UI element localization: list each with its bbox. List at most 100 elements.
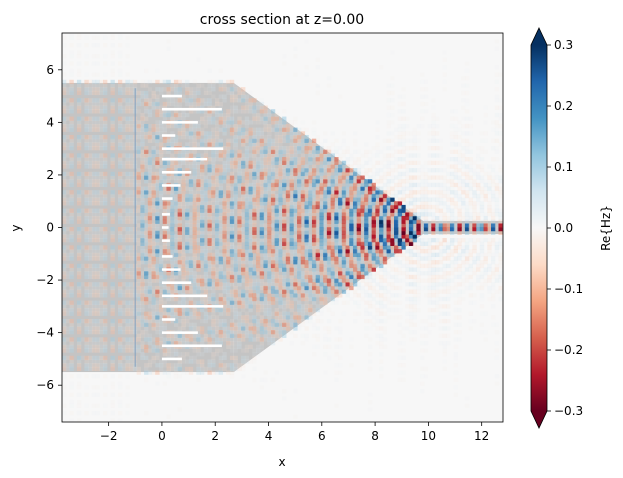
field-cell — [360, 204, 365, 210]
field-cell — [252, 164, 257, 169]
field-cell — [241, 333, 246, 338]
field-cell — [382, 138, 388, 143]
field-cell — [155, 131, 160, 136]
field-cell — [222, 98, 227, 103]
field-cell — [218, 142, 224, 147]
field-cell — [207, 282, 212, 287]
field-cell — [311, 142, 317, 147]
field-cell — [117, 50, 123, 55]
field-cell — [248, 168, 253, 173]
field-cell — [248, 90, 253, 96]
field-cell — [304, 274, 309, 280]
field-cell — [214, 109, 220, 114]
field-cell — [297, 304, 302, 309]
field-cell — [188, 142, 194, 147]
field-cell — [278, 260, 283, 265]
field-cell — [267, 112, 272, 118]
field-cell — [293, 256, 298, 261]
field-cell — [192, 252, 197, 258]
field-cell — [65, 366, 71, 372]
field-cell — [345, 186, 350, 191]
field-cell — [356, 226, 362, 232]
field-cell — [304, 212, 309, 217]
field-cell — [76, 68, 82, 74]
field-cell — [397, 131, 403, 136]
field-cell — [211, 94, 216, 99]
field-cell — [144, 190, 149, 195]
field-cell — [364, 333, 369, 338]
field-cell — [158, 282, 164, 287]
field-cell — [244, 271, 250, 276]
field-cell — [237, 197, 242, 202]
field-cell — [222, 120, 227, 125]
field-cell — [103, 348, 108, 353]
field-cell — [311, 171, 317, 177]
field-cell — [125, 127, 130, 132]
field-cell — [237, 271, 242, 276]
field-cell — [196, 101, 201, 107]
field-cell — [103, 249, 108, 254]
field-cell — [293, 116, 298, 121]
field-cell — [255, 241, 261, 246]
field-cell — [84, 374, 89, 379]
field-cell — [252, 149, 257, 154]
field-cell — [177, 90, 182, 96]
field-cell — [401, 157, 406, 162]
field-cell — [367, 219, 373, 224]
field-cell — [326, 241, 332, 246]
field-cell — [76, 33, 82, 37]
field-cell — [117, 304, 123, 309]
field-cell — [255, 333, 261, 338]
field-cell — [84, 263, 89, 269]
field-cell — [103, 341, 108, 346]
field-cell — [99, 348, 104, 353]
field-cell — [226, 112, 231, 118]
field-cell — [252, 120, 257, 125]
field-cell — [203, 333, 209, 338]
field-cell — [397, 348, 403, 353]
field-cell — [259, 193, 265, 199]
field-cell — [147, 263, 153, 269]
field-cell — [144, 348, 149, 353]
field-cell — [319, 168, 324, 173]
field-cell — [233, 164, 238, 169]
field-cell — [188, 230, 194, 235]
field-cell — [170, 190, 175, 195]
field-cell — [319, 179, 324, 184]
field-cell — [69, 374, 74, 379]
field-cell — [62, 322, 67, 327]
field-cell — [345, 204, 350, 210]
field-cell — [401, 256, 406, 261]
field-cell — [151, 193, 156, 199]
field-cell — [248, 252, 253, 258]
field-cell — [289, 330, 294, 335]
field-cell — [349, 153, 354, 158]
field-cell — [233, 234, 238, 239]
field-cell — [252, 238, 257, 243]
field-cell — [117, 337, 123, 342]
field-cell — [117, 403, 123, 408]
field-cell — [76, 403, 82, 408]
field-cell — [214, 142, 220, 147]
field-cell — [367, 318, 373, 324]
field-cell — [76, 123, 82, 129]
field-cell — [334, 260, 339, 265]
field-cell — [338, 337, 343, 342]
field-cell — [244, 348, 250, 353]
field-cell — [282, 179, 287, 184]
field-cell — [69, 171, 74, 177]
field-cell — [252, 146, 257, 151]
field-cell — [386, 300, 391, 305]
field-cell — [76, 87, 82, 92]
field-cell — [308, 289, 313, 294]
field-cell — [259, 138, 265, 143]
field-cell — [95, 252, 100, 258]
field-cell — [345, 208, 350, 213]
field-cell — [91, 120, 97, 125]
field-cell — [200, 175, 205, 180]
field-cell — [185, 333, 190, 338]
field-cell — [229, 179, 235, 184]
field-cell — [173, 226, 179, 232]
field-cell — [282, 219, 287, 224]
field-cell — [367, 263, 373, 269]
